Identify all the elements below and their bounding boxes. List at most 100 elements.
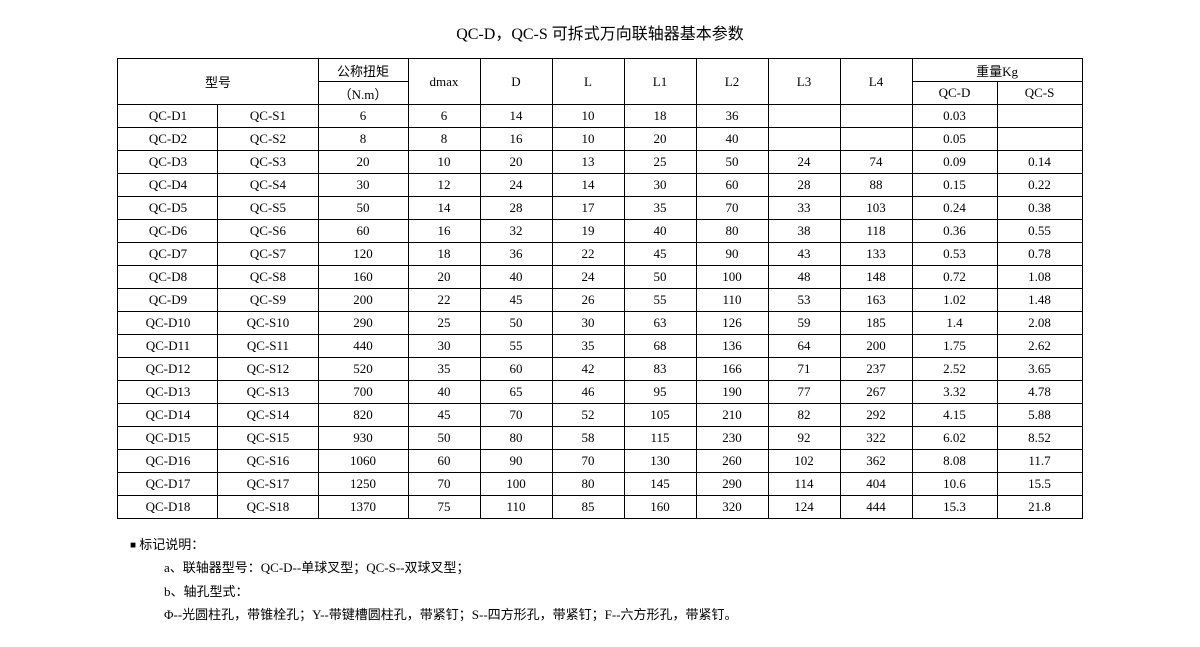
cell-L3 [768, 128, 840, 151]
cell-m1: QC-D9 [118, 289, 218, 312]
cell-L3: 92 [768, 427, 840, 450]
cell-dmax: 12 [408, 174, 480, 197]
cell-L: 52 [552, 404, 624, 427]
cell-ws: 2.08 [997, 312, 1082, 335]
hdr-L: L [552, 59, 624, 105]
cell-t: 50 [318, 197, 408, 220]
cell-wd: 0.53 [912, 243, 997, 266]
cell-L2: 100 [696, 266, 768, 289]
cell-L: 17 [552, 197, 624, 220]
cell-dmax: 16 [408, 220, 480, 243]
cell-wd: 1.4 [912, 312, 997, 335]
cell-ws: 0.55 [997, 220, 1082, 243]
cell-D: 50 [480, 312, 552, 335]
cell-L: 10 [552, 128, 624, 151]
cell-m1: QC-D7 [118, 243, 218, 266]
cell-L4: 103 [840, 197, 912, 220]
cell-L1: 45 [624, 243, 696, 266]
cell-D: 80 [480, 427, 552, 450]
cell-L1: 25 [624, 151, 696, 174]
cell-m2: QC-S1 [218, 105, 318, 128]
table-row: QC-D17QC-S171250701008014529011440410.61… [118, 473, 1082, 496]
cell-D: 110 [480, 496, 552, 519]
cell-L4 [840, 105, 912, 128]
cell-L4: 404 [840, 473, 912, 496]
cell-L1: 145 [624, 473, 696, 496]
cell-t: 440 [318, 335, 408, 358]
cell-L2: 60 [696, 174, 768, 197]
cell-D: 90 [480, 450, 552, 473]
cell-m1: QC-D15 [118, 427, 218, 450]
table-row: QC-D10QC-S1029025503063126591851.42.08 [118, 312, 1082, 335]
cell-L2: 50 [696, 151, 768, 174]
cell-L3: 53 [768, 289, 840, 312]
cell-L: 80 [552, 473, 624, 496]
cell-L2: 290 [696, 473, 768, 496]
cell-dmax: 35 [408, 358, 480, 381]
cell-L3: 82 [768, 404, 840, 427]
hdr-D: D [480, 59, 552, 105]
cell-dmax: 30 [408, 335, 480, 358]
table-row: QC-D8QC-S816020402450100481480.721.08 [118, 266, 1082, 289]
cell-wd: 0.09 [912, 151, 997, 174]
cell-D: 28 [480, 197, 552, 220]
cell-L3: 64 [768, 335, 840, 358]
cell-ws: 5.88 [997, 404, 1082, 427]
cell-m2: QC-S6 [218, 220, 318, 243]
cell-m1: QC-D18 [118, 496, 218, 519]
cell-L3: 124 [768, 496, 840, 519]
cell-L1: 20 [624, 128, 696, 151]
cell-L3: 28 [768, 174, 840, 197]
cell-D: 65 [480, 381, 552, 404]
cell-L4: 185 [840, 312, 912, 335]
cell-L1: 83 [624, 358, 696, 381]
hdr-L2: L2 [696, 59, 768, 105]
cell-L: 70 [552, 450, 624, 473]
cell-L2: 36 [696, 105, 768, 128]
cell-D: 20 [480, 151, 552, 174]
cell-m1: QC-D4 [118, 174, 218, 197]
cell-L1: 95 [624, 381, 696, 404]
cell-m1: QC-D1 [118, 105, 218, 128]
cell-L3: 59 [768, 312, 840, 335]
cell-wd: 10.6 [912, 473, 997, 496]
cell-L3: 24 [768, 151, 840, 174]
cell-dmax: 10 [408, 151, 480, 174]
cell-m1: QC-D6 [118, 220, 218, 243]
cell-D: 24 [480, 174, 552, 197]
square-icon: ■ [130, 540, 136, 551]
cell-D: 60 [480, 358, 552, 381]
cell-t: 160 [318, 266, 408, 289]
hdr-model: 型号 [118, 59, 318, 105]
notes-block: ■ 标记说明： a、联轴器型号：QC-D--单球叉型；QC-S--双球叉型； b… [130, 533, 1070, 627]
cell-m1: QC-D13 [118, 381, 218, 404]
cell-ws: 15.5 [997, 473, 1082, 496]
cell-L3: 114 [768, 473, 840, 496]
cell-L1: 18 [624, 105, 696, 128]
cell-L1: 63 [624, 312, 696, 335]
hdr-torque: 公称扭矩 [318, 59, 408, 82]
cell-ws: 0.22 [997, 174, 1082, 197]
cell-L1: 105 [624, 404, 696, 427]
table-row: QC-D2QC-S288161020400.05 [118, 128, 1082, 151]
cell-D: 45 [480, 289, 552, 312]
cell-L: 19 [552, 220, 624, 243]
notes-line-b: b、轴孔型式： [130, 580, 1070, 603]
cell-t: 200 [318, 289, 408, 312]
cell-L1: 30 [624, 174, 696, 197]
cell-t: 820 [318, 404, 408, 427]
cell-D: 32 [480, 220, 552, 243]
cell-L4: 292 [840, 404, 912, 427]
cell-L4: 237 [840, 358, 912, 381]
table-body: QC-D1QC-S166141018360.03QC-D2QC-S2881610… [118, 105, 1082, 519]
table-row: QC-D18QC-S181370751108516032012444415.32… [118, 496, 1082, 519]
cell-dmax: 40 [408, 381, 480, 404]
cell-D: 16 [480, 128, 552, 151]
cell-wd: 1.02 [912, 289, 997, 312]
cell-t: 1060 [318, 450, 408, 473]
cell-L: 14 [552, 174, 624, 197]
cell-m1: QC-D5 [118, 197, 218, 220]
hdr-weight: 重量Kg [912, 59, 1082, 82]
cell-t: 930 [318, 427, 408, 450]
cell-t: 290 [318, 312, 408, 335]
